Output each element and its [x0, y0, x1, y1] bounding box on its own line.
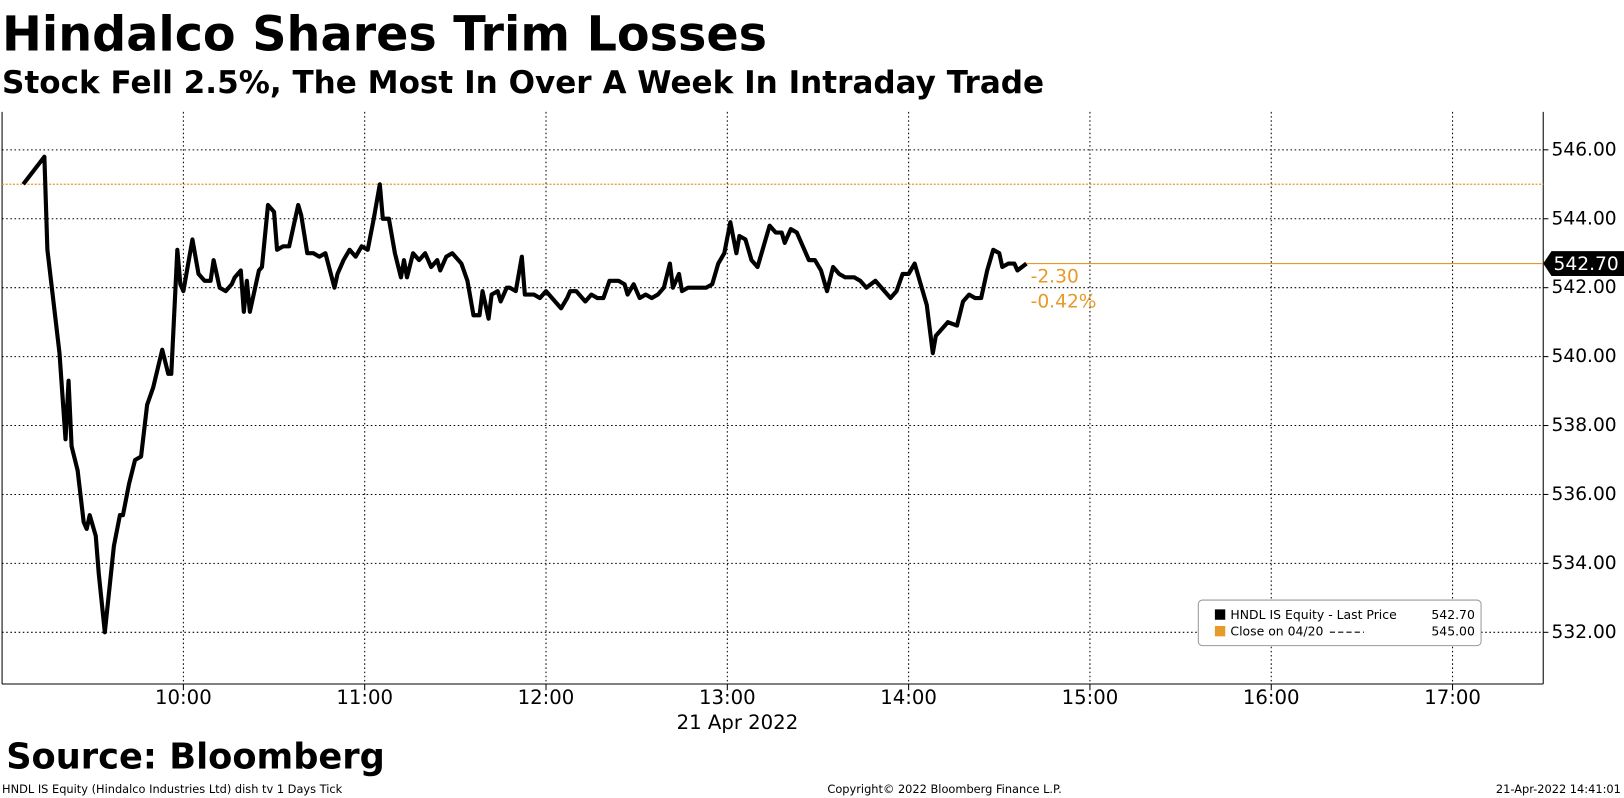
- legend-label: Close on 04/20: [1230, 624, 1323, 639]
- x-tick-label: 12:00: [518, 686, 575, 709]
- last-price-box: [1543, 251, 1624, 276]
- legend-value: 545.00: [1431, 624, 1475, 639]
- x-tick-label: 13:00: [699, 686, 756, 709]
- change-label: -2.30: [1031, 267, 1079, 288]
- y-tick-label: 532.00: [1552, 622, 1617, 643]
- x-tick-label: 15:00: [1062, 686, 1119, 709]
- chart-title: Hindalco Shares Trim Losses: [2, 7, 767, 62]
- legend-box: [1197, 599, 1482, 647]
- x-tick-label: 17:00: [1424, 686, 1481, 709]
- chart-subtitle: Stock Fell 2.5%, The Most In Over A Week…: [2, 65, 1044, 101]
- y-tick-label: 540.00: [1552, 346, 1617, 367]
- price-line: [21, 154, 1028, 635]
- legend-label: HNDL IS Equity - Last Price: [1230, 607, 1396, 622]
- y-tick-label: 538.00: [1552, 415, 1617, 436]
- x-tick-label: 10:00: [155, 686, 212, 709]
- footer-center: Copyright© 2022 Bloomberg Finance L.P.: [827, 782, 1061, 796]
- x-tick-label: 16:00: [1243, 686, 1300, 709]
- x-axis-label: 21 Apr 2022: [677, 711, 799, 734]
- y-tick-label: 544.00: [1552, 208, 1617, 229]
- x-tick-label: 11:00: [336, 686, 393, 709]
- change-pct-label: -0.42%: [1031, 291, 1097, 312]
- y-tick-label: 534.00: [1552, 553, 1617, 574]
- legend-swatch: [1214, 609, 1226, 620]
- x-tick-label: 14:00: [880, 686, 937, 709]
- y-tick-label: 542.00: [1552, 277, 1617, 298]
- y-tick-label: 546.00: [1552, 139, 1617, 160]
- legend-swatch: [1214, 625, 1226, 637]
- footer-right: 21-Apr-2022 14:41:01: [1496, 782, 1621, 796]
- last-price-label: 542.70: [1554, 254, 1619, 275]
- y-tick-label: 536.00: [1552, 484, 1617, 505]
- legend-value: 542.70: [1431, 607, 1475, 622]
- source: Source: Bloomberg: [6, 737, 385, 778]
- footer-left: HNDL IS Equity (Hindalco Industries Ltd)…: [2, 782, 343, 796]
